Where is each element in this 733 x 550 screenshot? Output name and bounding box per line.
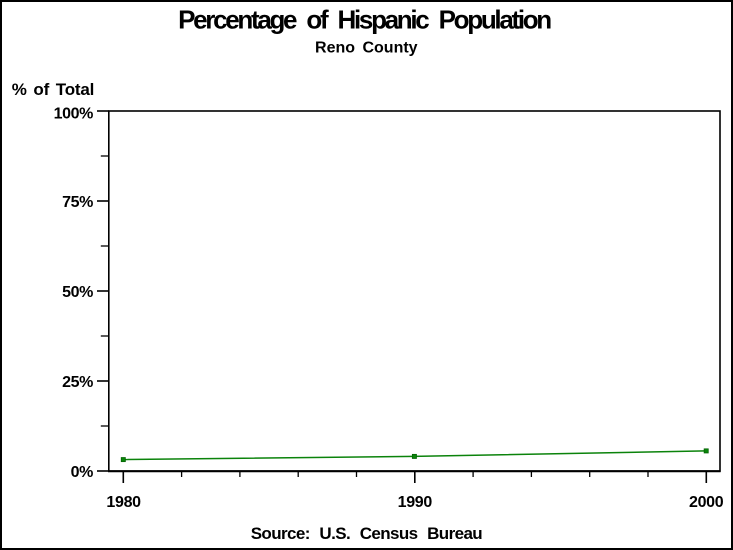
svg-text:% of Total: % of Total	[12, 80, 94, 99]
svg-text:50%: 50%	[62, 284, 93, 301]
svg-text:2000: 2000	[689, 494, 724, 511]
svg-text:25%: 25%	[62, 374, 93, 391]
svg-text:100%: 100%	[54, 106, 93, 123]
svg-text:Reno County: Reno County	[315, 40, 418, 57]
svg-text:Source: U.S. Census Bureau: Source: U.S. Census Bureau	[251, 524, 483, 543]
svg-text:1990: 1990	[398, 494, 433, 511]
svg-text:1980: 1980	[106, 494, 141, 511]
svg-text:Percentage of Hispanic Populat: Percentage of Hispanic Population	[178, 4, 551, 34]
svg-text:0%: 0%	[71, 464, 93, 481]
svg-text:75%: 75%	[62, 194, 93, 211]
